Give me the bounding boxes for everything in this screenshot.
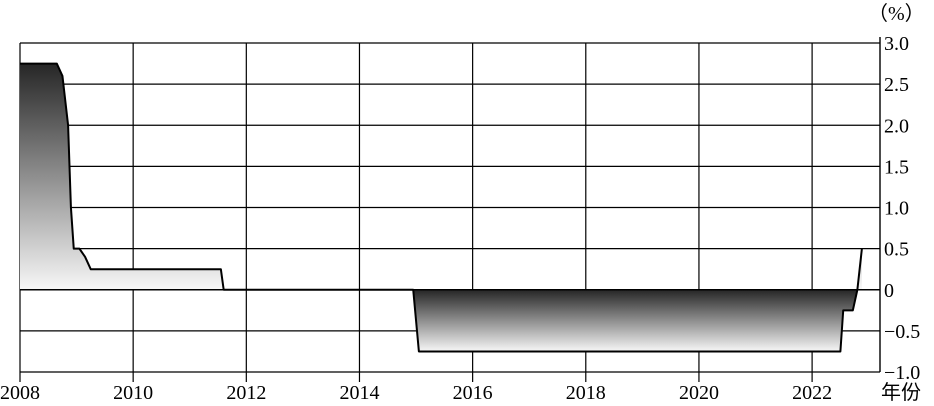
y-tick-label: 1.0 xyxy=(884,198,909,220)
y-tick-label: 2.0 xyxy=(884,115,909,137)
area-negative xyxy=(20,289,862,352)
x-tick-label: 2010 xyxy=(113,382,153,404)
y-tick-label: 2.5 xyxy=(884,74,909,96)
x-tick-label: 2016 xyxy=(453,382,493,404)
x-tick-label: 2020 xyxy=(679,382,719,404)
series-line xyxy=(20,62,863,353)
x-axis-title: 年份 xyxy=(881,381,921,404)
y-tick-label: 0 xyxy=(884,280,894,302)
x-tick-label: 2014 xyxy=(339,382,379,404)
y-tick-label: 0.5 xyxy=(884,239,909,261)
x-tick-label: 2012 xyxy=(226,382,266,404)
y-tick-label: 1.5 xyxy=(884,156,909,178)
y-tick-label: 3.0 xyxy=(884,33,909,55)
x-tick-label: 2018 xyxy=(566,382,606,404)
x-tick-label: 2022 xyxy=(792,382,832,404)
y-tick-label: −1.0 xyxy=(884,362,920,384)
y-tick-label: −0.5 xyxy=(884,321,920,343)
x-tick-label: 2008 xyxy=(0,382,40,404)
area-positive xyxy=(20,63,862,290)
y-axis-unit-label: （%） xyxy=(868,2,925,25)
